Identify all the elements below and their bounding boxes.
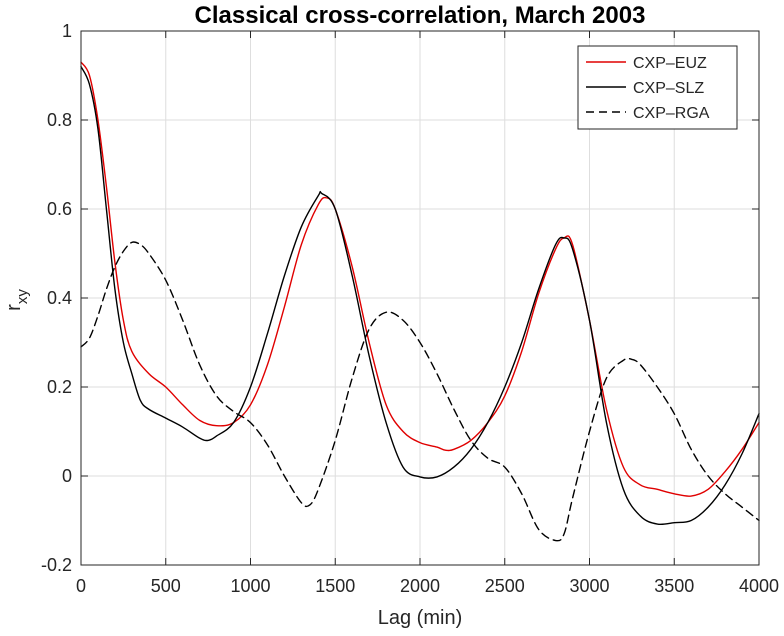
legend: CXP–EUZ CXP–SLZ CXP–RGA [577, 45, 738, 130]
y-axis-label-subscript: xy [14, 289, 31, 305]
y-tick-label: 0.8 [47, 110, 72, 130]
x-tick-label: 3000 [569, 576, 609, 596]
y-axis-label: rxy [3, 289, 31, 311]
chart-title: Classical cross-correlation, March 2003 [195, 2, 646, 29]
x-tick-label: 1000 [230, 576, 270, 596]
x-tick-label: 1500 [315, 576, 355, 596]
svg-text:rxy: rxy [3, 289, 31, 311]
x-tick-label: 500 [151, 576, 181, 596]
y-tick-label: 0.2 [47, 377, 72, 397]
y-tick-label: 1 [62, 21, 72, 41]
series-line-cxp-euz [80, 61, 760, 497]
y-tick-label: 0.6 [47, 199, 72, 219]
series-line-cxp-slz [80, 65, 760, 526]
x-tick-label: 2500 [485, 576, 525, 596]
x-tick-label: 3500 [654, 576, 694, 596]
y-axis-label-main: r [3, 304, 25, 311]
legend-label-cxp-euz: CXP–EUZ [633, 55, 707, 72]
x-tick-label: 2000 [400, 576, 440, 596]
legend-label-cxp-rga: CXP–RGA [633, 105, 710, 122]
y-tick-label: 0.4 [47, 288, 72, 308]
y-tick-label: -0.2 [41, 555, 72, 575]
x-axis-label: Lag (min) [378, 607, 462, 629]
series-layer [80, 61, 760, 542]
series-line-cxp-rga [80, 241, 760, 542]
y-tick-label: 0 [62, 466, 72, 486]
grid-layer [80, 30, 760, 566]
x-tick-label: 4000 [739, 576, 779, 596]
x-tick-label: 0 [76, 576, 86, 596]
tick-layer: 0 500 1000 1500 2000 2500 3000 3500 4000-0.200.2… [41, 21, 779, 596]
legend-label-cxp-slz: CXP–SLZ [633, 80, 704, 97]
